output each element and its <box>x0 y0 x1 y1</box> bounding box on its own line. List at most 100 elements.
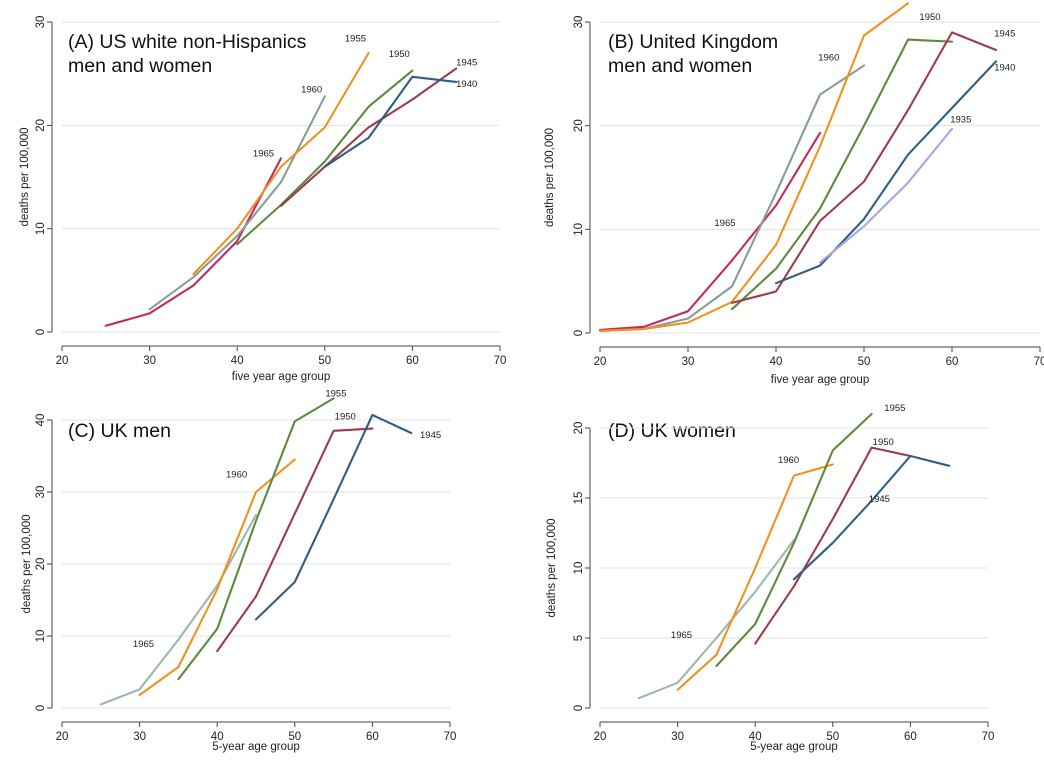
chart-svg: 0 10 20 30 40 20 30 40 50 60 70 5-year age group dea… <box>21 388 456 753</box>
x-tick-label: 60 <box>904 731 917 743</box>
y-tick-label: 15 <box>573 492 585 505</box>
series-line-1965 <box>598 131 822 331</box>
cohort-label-1955: 1955 <box>884 403 905 414</box>
y-tick-label: 20 <box>35 558 47 571</box>
cohort-label-1960: 1960 <box>226 470 247 481</box>
series-line-1945 <box>792 454 951 581</box>
cohort-label-1965: 1965 <box>714 218 735 229</box>
series-line-1960 <box>676 463 834 691</box>
y-tick-label: 20 <box>573 119 585 132</box>
chart-title: (A) US white non-Hispanics men and women <box>68 31 307 77</box>
x-tick-label: 30 <box>133 731 146 743</box>
x-tick-label: 50 <box>288 731 301 743</box>
y-tick-label: 0 <box>35 329 47 335</box>
y-axis-title: deaths per 100,000 <box>544 128 556 227</box>
cohort-label-1955: 1955 <box>884 0 905 1</box>
cohort-label-1960: 1960 <box>818 52 839 63</box>
series-line-1965 <box>104 157 283 327</box>
x-tick-label: 20 <box>594 731 607 743</box>
chart-title: (C) UK men <box>68 420 171 442</box>
cohort-label-1955: 1955 <box>345 34 366 45</box>
cohort-label-1960: 1960 <box>778 455 799 466</box>
series-line-1960 <box>138 458 296 697</box>
y-tick-label: 10 <box>35 222 47 235</box>
x-tick-label: 30 <box>143 355 156 367</box>
x-tick-label: 30 <box>682 356 695 368</box>
x-tick-label: 60 <box>366 731 379 743</box>
x-tick-label: 40 <box>749 731 762 743</box>
x-tick-label: 60 <box>406 355 419 367</box>
chart-svg: 0 5 10 15 20 20 30 40 50 60 70 5-year age group deat… <box>546 403 995 753</box>
series-line-1940 <box>774 60 998 285</box>
series-line-1955 <box>598 2 910 332</box>
x-axis-title: 5-year age group <box>750 741 838 753</box>
cohort-label-1945: 1945 <box>456 57 477 68</box>
x-tick-label: 50 <box>318 355 331 367</box>
x-tick-label: 60 <box>946 356 959 368</box>
cohort-label-1950: 1950 <box>873 437 894 448</box>
x-tick-label: 40 <box>211 731 224 743</box>
chart-panel-c: (C) UK men 0 10 20 30 40 20 30 40 50 60 70 5-year a… <box>0 388 522 762</box>
y-axis-title: deaths per 100,000 <box>19 127 31 226</box>
cohort-label-1950: 1950 <box>335 411 356 422</box>
series-line-1965 <box>637 538 796 700</box>
x-axis-title: five year age group <box>232 371 330 383</box>
y-tick-label: 0 <box>35 705 47 711</box>
series-line-1960 <box>148 95 326 311</box>
cohort-label-1955: 1955 <box>325 388 346 399</box>
cohort-label-1950: 1950 <box>919 12 940 23</box>
cohort-label-1945: 1945 <box>994 29 1015 40</box>
cohort-label-1965: 1965 <box>671 630 692 641</box>
y-tick-label: 30 <box>35 486 47 499</box>
series-line-1955 <box>177 397 335 681</box>
y-tick-label: 40 <box>35 414 47 427</box>
x-tick-label: 70 <box>982 731 995 743</box>
series-line-1950 <box>216 427 374 653</box>
y-tick-label: 30 <box>573 16 585 29</box>
cohort-label-1945: 1945 <box>420 430 441 441</box>
x-tick-label: 20 <box>594 356 607 368</box>
y-tick-label: 0 <box>573 705 585 711</box>
y-tick-label: 5 <box>573 635 585 641</box>
cohort-label-1965: 1965 <box>133 639 154 650</box>
y-tick-label: 10 <box>35 630 47 643</box>
series-line-1950 <box>754 446 912 645</box>
y-tick-label: 0 <box>573 330 585 336</box>
y-tick-label: 10 <box>573 562 585 575</box>
x-tick-label: 40 <box>770 356 783 368</box>
x-tick-label: 70 <box>1034 356 1044 368</box>
cohort-label-1965: 1965 <box>253 148 274 159</box>
chart-title: (D) UK women <box>608 420 736 442</box>
series-line-1945 <box>279 67 458 207</box>
x-axis-title: 5-year age group <box>212 741 300 753</box>
x-tick-label: 70 <box>494 355 507 367</box>
chart-svg: 0 10 20 30 20 30 40 50 60 70 five year age group de… <box>19 16 507 383</box>
x-tick-label: 20 <box>56 355 69 367</box>
chart-title: (B) United Kingdom men and women <box>608 31 779 77</box>
series-line-1935 <box>818 127 954 264</box>
cohort-label-1940: 1940 <box>994 63 1015 74</box>
x-tick-label: 50 <box>858 356 871 368</box>
x-tick-label: 30 <box>671 731 684 743</box>
x-tick-label: 40 <box>231 355 244 367</box>
y-tick-label: 20 <box>35 119 47 132</box>
cohort-label-1940: 1940 <box>456 79 477 90</box>
series-line-1965 <box>99 513 258 706</box>
x-tick-label: 20 <box>56 731 69 743</box>
chart-svg: 0 10 20 30 20 30 40 50 60 70 five year age group de… <box>544 0 1044 386</box>
x-axis-title: five year age group <box>771 374 869 386</box>
series-line-1945 <box>254 413 413 621</box>
cohort-label-1945: 1945 <box>869 494 890 505</box>
chart-panel-b: (B) United Kingdom men and women 0 10 20 30… <box>525 0 1044 400</box>
y-tick-label: 10 <box>573 223 585 236</box>
series-line-1950 <box>236 69 414 246</box>
series-line-1940 <box>323 75 458 168</box>
chart-panel-d: (D) UK women 0 5 10 15 20 20 30 40 50 60 70 5-year … <box>525 400 1044 762</box>
y-axis-title: deaths per 100,000 <box>546 518 558 617</box>
y-axis-title: deaths per 100,000 <box>21 514 33 613</box>
series-line-1955 <box>715 412 873 668</box>
series-line-1945 <box>730 31 998 304</box>
cohort-label-1960: 1960 <box>301 84 322 95</box>
x-tick-label: 50 <box>826 731 839 743</box>
chart-panel-a: (A) US white non-Hispanics men and women… <box>0 0 522 400</box>
